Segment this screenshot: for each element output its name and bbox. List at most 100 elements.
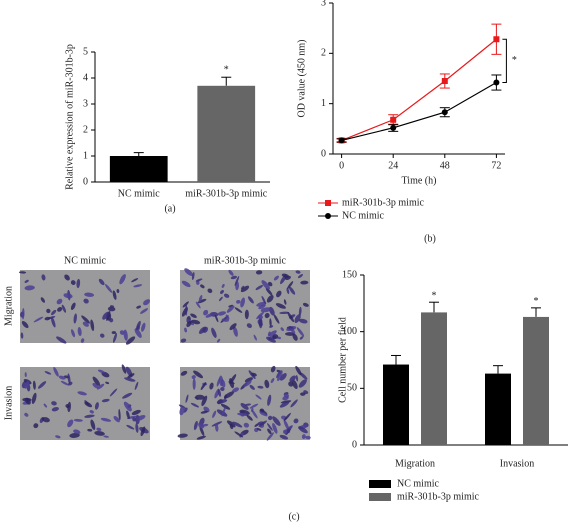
stained-cell (279, 311, 290, 315)
significance: * (432, 290, 437, 301)
stained-cell (70, 329, 76, 338)
significance: * (534, 296, 539, 307)
stained-cell (119, 274, 126, 285)
stained-cell (266, 336, 276, 343)
stained-cell (100, 417, 112, 422)
y-tick-label: 0 (83, 176, 88, 187)
stained-cell (179, 406, 185, 416)
stained-cell (123, 329, 128, 341)
stained-cell (240, 285, 250, 293)
stained-cell (94, 402, 99, 410)
stained-cell (43, 403, 48, 408)
legend-swatch (369, 493, 391, 501)
stained-cell (298, 318, 308, 324)
micrograph (20, 364, 150, 440)
stained-cell (186, 321, 192, 328)
stained-cell (56, 298, 63, 305)
stained-cell (140, 426, 146, 437)
stained-cell (260, 307, 272, 313)
panel-label: (a) (164, 203, 175, 214)
stained-cell (134, 328, 142, 338)
stained-cell (67, 419, 74, 428)
stained-cell (190, 402, 200, 408)
bar (485, 373, 511, 445)
stained-cell (243, 422, 250, 428)
stained-cell (69, 432, 80, 438)
y-tick-label: 3 (321, 0, 326, 8)
image-column-label: miR-301b-3p mimic (204, 255, 287, 266)
stained-cell (195, 301, 201, 309)
stained-cell (290, 327, 296, 334)
y-tick-label: 2 (321, 48, 326, 59)
stained-cell (64, 274, 70, 281)
stained-cell (207, 288, 213, 294)
stained-cell (299, 336, 304, 340)
x-tick-label: 24 (388, 160, 398, 171)
stained-cell (98, 278, 105, 286)
stained-cell (133, 284, 143, 288)
stained-cell (31, 392, 37, 404)
y-tick-label: 5 (83, 46, 88, 57)
stained-cell (219, 375, 224, 387)
stained-cell (294, 314, 301, 324)
stained-cell (180, 338, 187, 343)
stained-cell (291, 379, 298, 390)
stained-cell (296, 327, 305, 337)
stained-cell (118, 408, 121, 421)
stained-cell (124, 377, 136, 382)
stained-cell (113, 416, 120, 423)
series-line (341, 38, 497, 141)
stained-cell (70, 302, 76, 310)
stained-cell (257, 385, 264, 389)
stained-cell (249, 384, 255, 390)
stained-cell (24, 285, 35, 291)
stained-cell (193, 370, 203, 379)
stained-cell (267, 394, 272, 406)
stained-cell (99, 333, 105, 338)
stained-cell (224, 391, 234, 399)
legend-marker (325, 213, 331, 219)
stained-cell (119, 330, 125, 335)
stained-cell (266, 432, 274, 441)
stained-cell (283, 412, 291, 422)
y-tick-label: 0 (321, 148, 326, 159)
stained-cell (116, 288, 120, 294)
y-axis-label: OD value (450 nm) (296, 39, 307, 117)
stained-cell (73, 429, 81, 435)
stained-cell (177, 433, 188, 438)
stained-cell (50, 316, 56, 328)
stained-cell (289, 375, 296, 382)
stained-cell (68, 381, 73, 386)
stained-cell (264, 313, 270, 319)
stained-cell (290, 399, 298, 408)
stained-cell (280, 327, 284, 332)
x-tick-label: 0 (339, 160, 344, 171)
stained-cell (259, 411, 268, 417)
stained-cell (281, 273, 290, 278)
x-tick-label: Migration (395, 458, 435, 469)
stained-cell (131, 409, 141, 416)
bar (109, 156, 168, 182)
legend-label: miR-301b-3p mimic (342, 197, 425, 208)
stained-cell (92, 382, 99, 389)
stained-cell (221, 283, 225, 288)
stained-cell (198, 422, 205, 429)
stained-cell (216, 399, 228, 404)
stained-cell (240, 403, 249, 410)
stained-cell (76, 278, 81, 289)
stained-cell (275, 303, 286, 309)
legend-swatch (369, 480, 391, 488)
stained-cell (33, 316, 44, 323)
stained-cell (258, 304, 266, 310)
stained-cell (58, 375, 66, 380)
stained-cell (261, 295, 266, 304)
stained-cell (246, 414, 253, 421)
stained-cell (272, 334, 279, 340)
y-tick-label: 1 (321, 98, 326, 109)
stained-cell (51, 406, 59, 412)
stained-cell (244, 377, 253, 383)
stained-cell (51, 401, 57, 406)
stained-cell (191, 272, 195, 281)
stained-cell (287, 428, 291, 434)
stained-cell (203, 309, 209, 316)
